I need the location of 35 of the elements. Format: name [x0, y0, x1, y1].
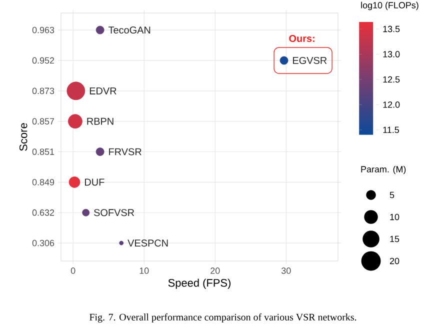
- legend-label: 15: [390, 236, 400, 242]
- series-label: VESPCN: [128, 240, 168, 247]
- y-tick-label: 0.952: [32, 57, 54, 64]
- x-tick-label: 30: [282, 268, 291, 274]
- legend-title: Param. (M): [361, 166, 406, 174]
- color-bar-label: 13.0: [383, 51, 400, 58]
- color-bar-label: 12.0: [383, 101, 400, 108]
- caption: Fig. 7. Overall performance comparison of various VSR networks.: [90, 313, 356, 323]
- annotation: Ours:: [289, 34, 314, 42]
- series-label: FRVSR: [109, 148, 142, 156]
- series-label: TecoGAN: [108, 26, 150, 34]
- y-tick-label: 0.849: [32, 179, 54, 186]
- color-bar-label: 11.5: [383, 126, 399, 134]
- y-tick-label: 0.306: [32, 240, 54, 246]
- legend-label: 20: [390, 258, 400, 264]
- color-bar-label: 12.5: [383, 76, 400, 83]
- legend-label: 10: [390, 214, 400, 220]
- series-label: EDVR: [90, 87, 116, 94]
- y-tick-label: 0.873: [32, 88, 54, 94]
- x-axis-title: Speed (FPS): [168, 278, 230, 289]
- series-label: EGVSR: [293, 56, 327, 64]
- y-tick-label: 0.857: [32, 118, 54, 125]
- series-label: SOFVSR: [94, 209, 134, 216]
- series-label: DUF: [85, 178, 104, 186]
- x-tick-label: 0: [70, 268, 76, 274]
- legend-label: 5: [390, 192, 394, 198]
- x-tick-label: 10: [140, 268, 149, 274]
- y-tick-label: 0.632: [32, 209, 54, 216]
- color-bar-label: 13.5: [383, 26, 400, 32]
- y-tick-label: 0.963: [32, 26, 54, 34]
- color-bar-title: log10 (FLOPs): [361, 2, 418, 10]
- series-label: RBPN: [87, 118, 114, 125]
- y-axis-title: Score: [19, 123, 28, 151]
- y-tick-label: 0.851: [32, 148, 54, 155]
- x-tick-label: 20: [210, 268, 220, 274]
